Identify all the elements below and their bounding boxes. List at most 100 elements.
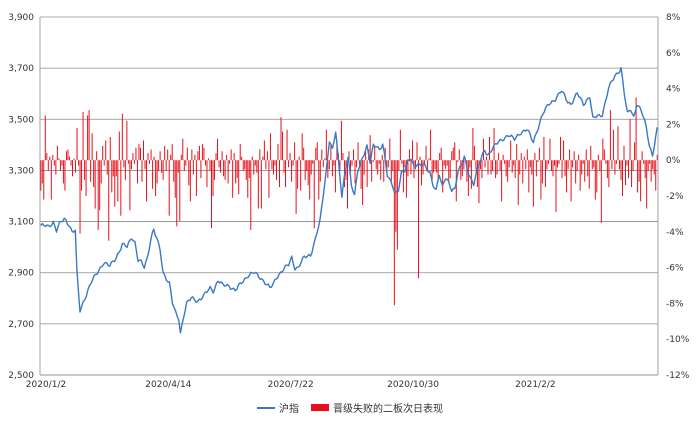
bar — [611, 160, 613, 170]
bar — [381, 154, 383, 161]
bar — [167, 149, 169, 161]
bar — [454, 142, 456, 161]
bar — [496, 160, 498, 175]
bar — [185, 160, 187, 166]
bar — [141, 160, 143, 182]
bar — [560, 136, 562, 161]
bar — [44, 115, 46, 161]
legend-item-bar: 晋级失败的二板次日表现 — [311, 400, 443, 415]
bar — [165, 160, 167, 171]
bar — [472, 127, 474, 161]
bar — [155, 160, 157, 196]
y-left-tick-label: 3,500 — [8, 115, 34, 125]
bar — [449, 160, 451, 179]
bar — [295, 160, 297, 214]
bar — [217, 138, 219, 161]
bar — [153, 156, 155, 161]
bar — [437, 160, 439, 182]
bar — [135, 147, 137, 161]
bar — [535, 160, 537, 177]
bar — [144, 160, 146, 170]
bar — [523, 156, 525, 161]
bar — [201, 144, 203, 161]
bar — [445, 160, 447, 170]
bar — [511, 160, 513, 173]
bar — [162, 160, 164, 180]
bar — [105, 140, 107, 161]
x-tick-label: 2020/4/14 — [145, 380, 191, 390]
bar — [638, 160, 640, 182]
bar — [392, 160, 394, 171]
bar — [557, 160, 559, 168]
bar — [602, 138, 604, 161]
bar — [351, 160, 353, 166]
bar — [227, 160, 229, 184]
bar — [448, 160, 450, 180]
bar — [418, 160, 420, 279]
bar — [357, 142, 359, 161]
bar — [286, 129, 288, 161]
bar — [191, 149, 193, 161]
bar — [152, 160, 154, 189]
bar — [549, 138, 551, 161]
bar — [56, 145, 58, 161]
bar — [176, 160, 178, 227]
y-right-tick-label: -12% — [666, 371, 690, 381]
bar — [241, 156, 243, 161]
bar — [71, 160, 73, 177]
bar — [637, 160, 639, 193]
bar — [609, 110, 611, 161]
bar — [605, 160, 607, 164]
bar — [439, 153, 441, 161]
bar — [282, 131, 284, 161]
bar — [318, 160, 320, 200]
bar — [631, 160, 633, 188]
bar — [569, 149, 571, 161]
bar — [67, 149, 69, 161]
bar — [248, 160, 250, 179]
bar — [170, 154, 172, 161]
bar — [618, 160, 620, 170]
bar — [330, 145, 332, 161]
bar — [312, 160, 314, 164]
bar — [274, 160, 276, 166]
bar — [517, 160, 519, 205]
bar — [91, 133, 93, 161]
bar — [200, 160, 202, 179]
bar — [254, 160, 256, 166]
bar — [356, 160, 358, 168]
bar — [428, 158, 430, 161]
bar — [366, 160, 368, 188]
bar — [301, 133, 303, 161]
bar — [603, 149, 605, 161]
bar — [174, 160, 176, 198]
bar — [253, 160, 255, 175]
bar — [319, 160, 321, 182]
bar — [655, 160, 657, 191]
bar — [484, 160, 486, 168]
bar — [353, 149, 355, 161]
bar — [650, 160, 652, 182]
y-right-tick-label: 2% — [666, 120, 681, 130]
bar — [272, 160, 274, 175]
bar — [149, 160, 151, 164]
bar — [221, 151, 223, 161]
x-tick-label: 2020/10/30 — [387, 380, 439, 390]
bar — [625, 160, 627, 186]
bar — [652, 160, 654, 170]
bar — [593, 160, 595, 168]
bar — [615, 160, 617, 164]
legend: 沪指 晋级失败的二板次日表现 — [0, 400, 700, 415]
y-right-tick-label: 4% — [666, 85, 681, 95]
bar — [600, 160, 602, 223]
bar — [263, 140, 265, 161]
bar — [490, 160, 492, 175]
bar — [476, 160, 478, 188]
bar — [143, 140, 144, 161]
bar — [452, 147, 454, 161]
bar — [537, 160, 539, 162]
bar — [590, 145, 592, 161]
bar — [547, 160, 549, 164]
y-right-tick-label: -10% — [666, 335, 690, 345]
